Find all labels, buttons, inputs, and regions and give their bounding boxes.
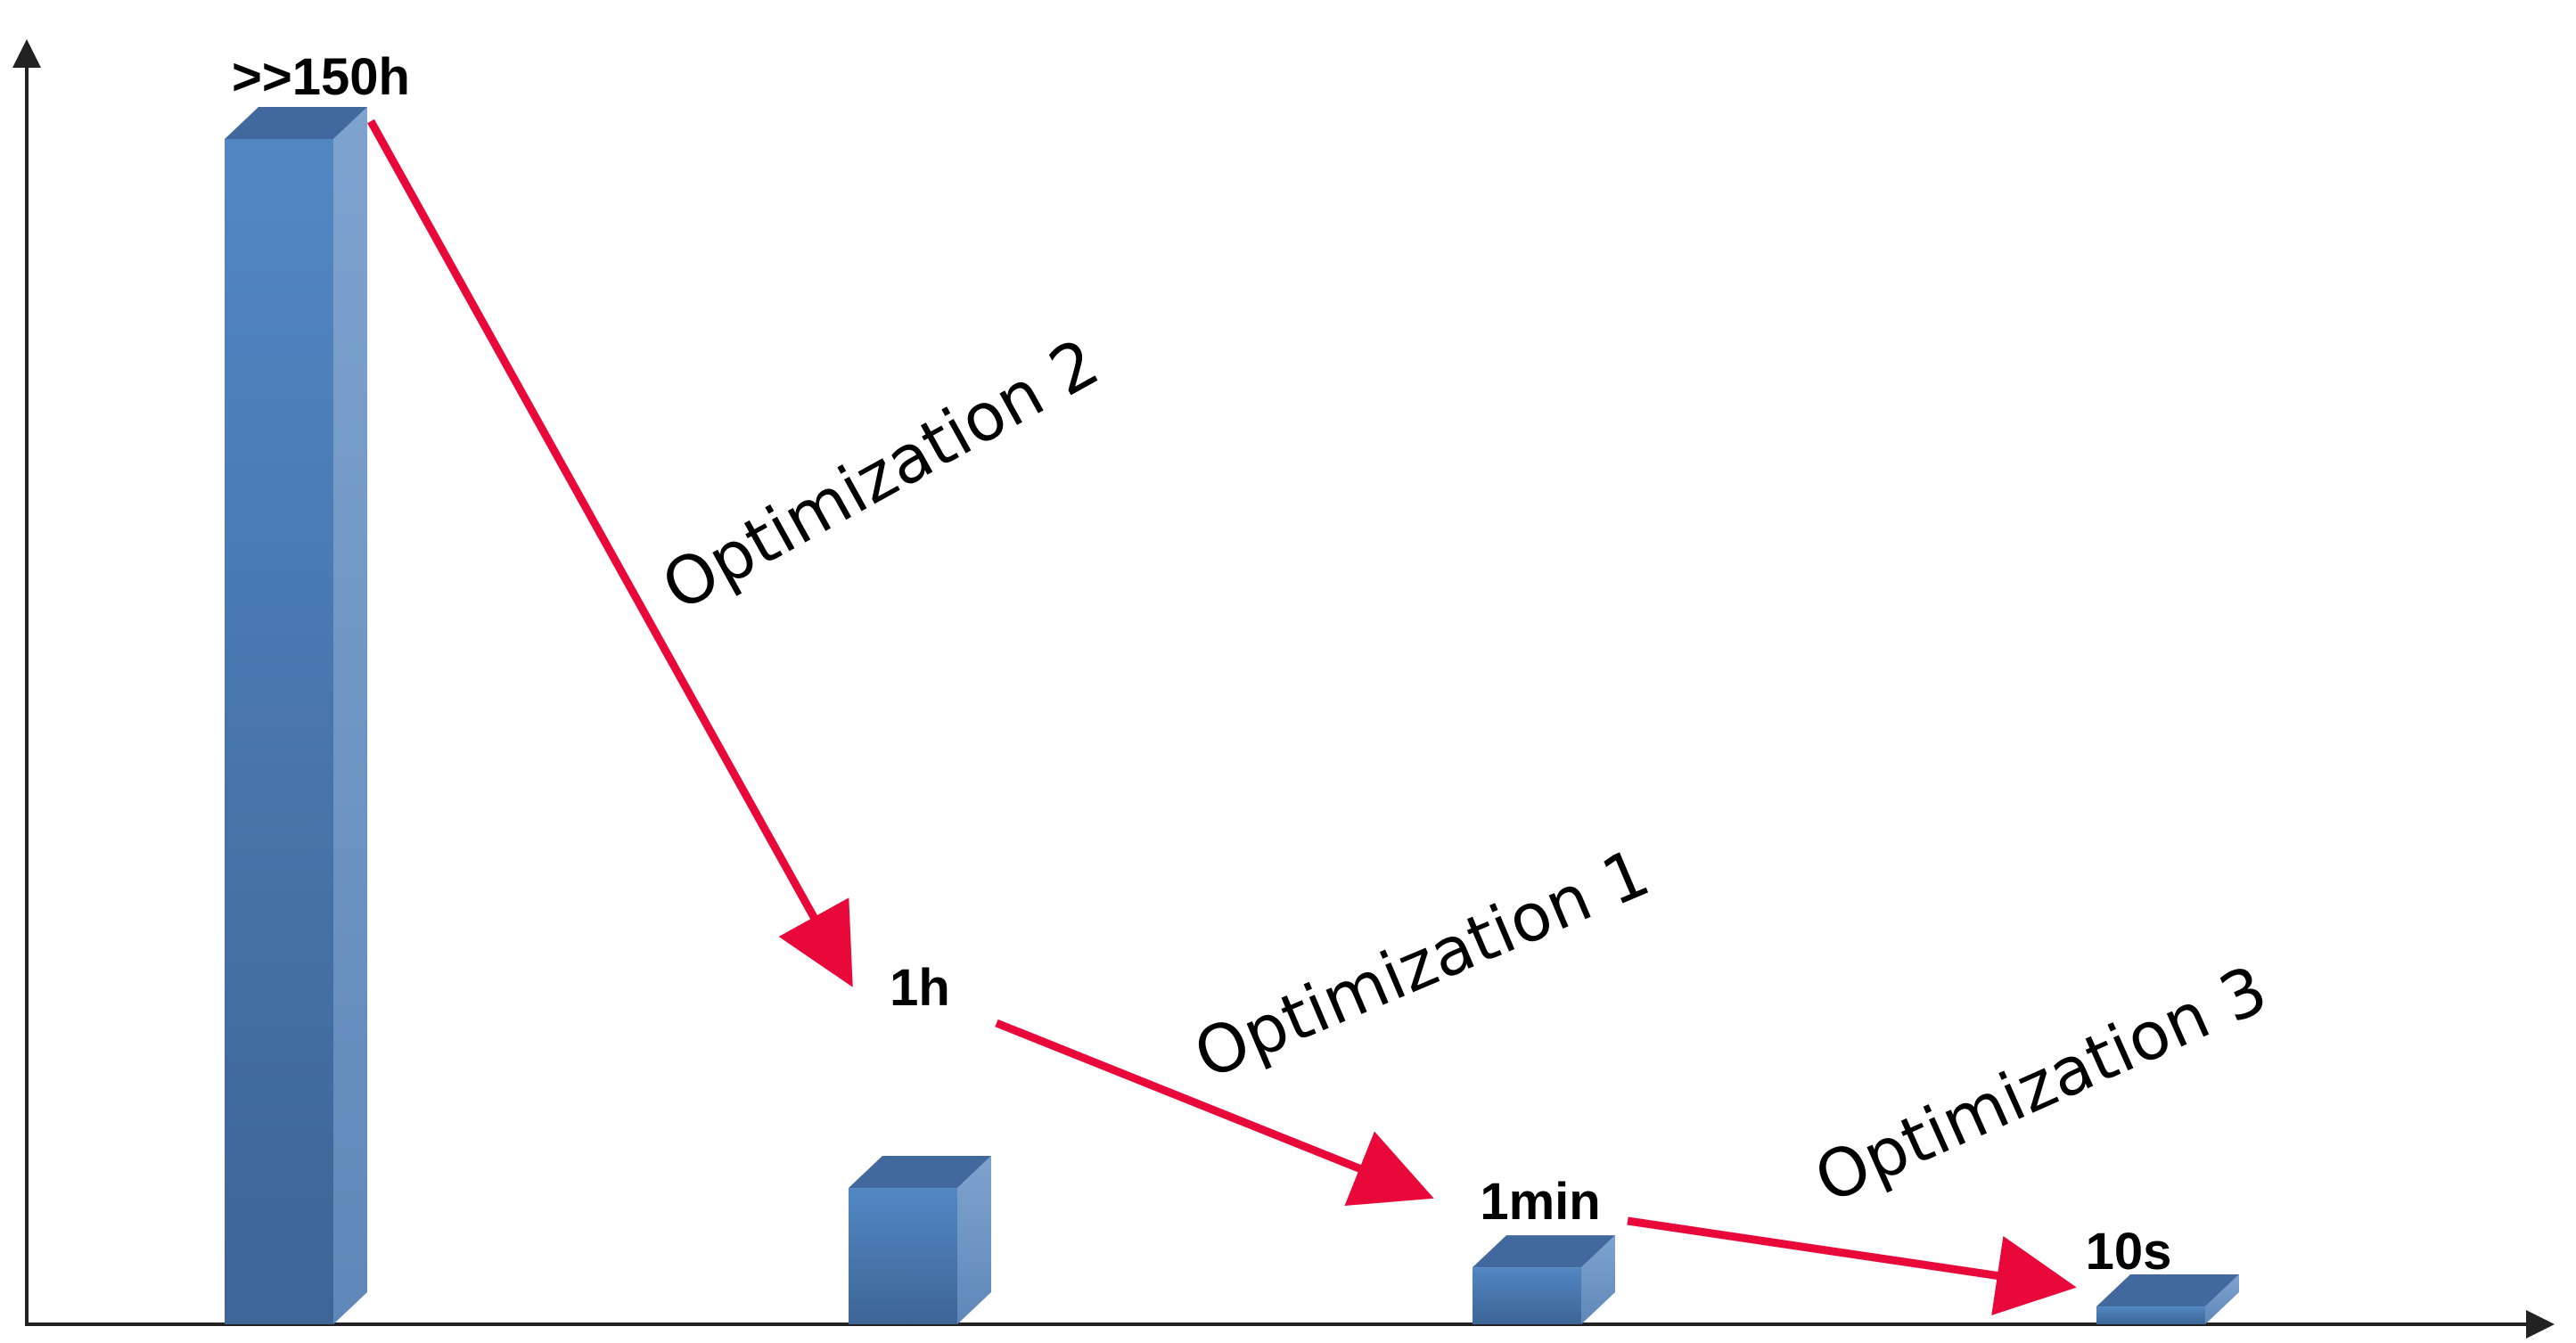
bar-2	[1473, 1235, 1615, 1324]
annotation-label-1: Optimization 1	[1184, 834, 1660, 1094]
bar-top-3	[2096, 1274, 2239, 1307]
bar-top-0	[225, 107, 367, 139]
arrows-layer	[367, 119, 2077, 1315]
bar-side-3	[2205, 1274, 2239, 1324]
bar-side-1	[957, 1156, 991, 1324]
annotation-arrow-0	[367, 119, 853, 987]
data-label-3: 10s	[2086, 1223, 2172, 1281]
bar-front-0	[225, 139, 333, 1324]
bar-side-0	[333, 107, 367, 1324]
annotation-arrow-1	[995, 1019, 1434, 1206]
annotation-arrow-2	[1627, 1216, 2077, 1315]
bar-3	[2096, 1274, 2239, 1324]
bar-front-1	[849, 1188, 957, 1324]
bar-top-2	[1473, 1235, 1615, 1268]
bar-1	[849, 1156, 991, 1324]
bar-side-2	[1581, 1235, 1615, 1324]
data-label-0: >>150h	[232, 48, 410, 106]
annotation-label-2: Optimization 3	[1804, 951, 2278, 1218]
bar-front-3	[2096, 1306, 2205, 1324]
bars-layer	[225, 107, 2239, 1324]
annotation-label-0: Optimization 2	[650, 324, 1111, 626]
data-label-2: 1min	[1480, 1173, 1600, 1231]
bar-top-1	[849, 1156, 991, 1189]
labels-layer: >>150h 1h 1min 10s Optimization 2 Optimi…	[232, 48, 2278, 1281]
data-label-1: 1h	[890, 959, 950, 1017]
bar-front-2	[1473, 1267, 1581, 1324]
bar-0	[225, 107, 367, 1324]
